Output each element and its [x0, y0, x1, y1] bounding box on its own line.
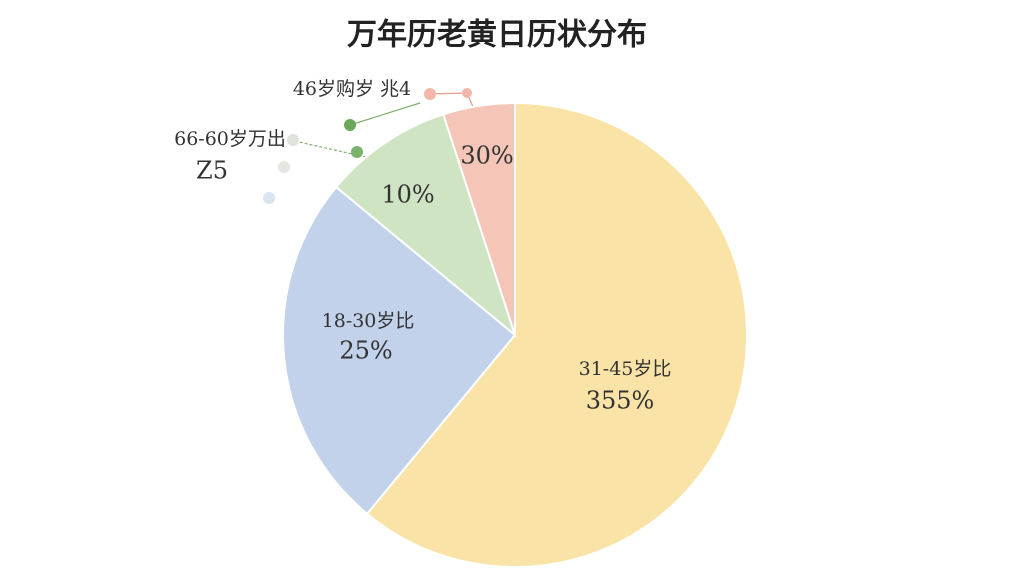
- annotation: 355%: [586, 387, 655, 415]
- dot: [263, 192, 275, 204]
- category-label: 31-45岁比: [579, 358, 672, 380]
- dot: [424, 88, 436, 100]
- leader-line: [429, 92, 468, 95]
- category-label: 46岁购岁 兆4: [293, 78, 411, 100]
- annotation: 25%: [339, 337, 392, 365]
- dot: [462, 88, 472, 98]
- annotation: Z5: [196, 157, 228, 185]
- annotation: 30%: [460, 142, 513, 170]
- dot: [351, 146, 363, 158]
- dot: [287, 134, 299, 146]
- pie-slice: [442, 101, 516, 336]
- chart-title: 万年历老黄日历状分布: [347, 18, 647, 53]
- pie-slice: [282, 185, 517, 516]
- category-label: 66-60岁万出: [174, 128, 286, 150]
- leader-line: [349, 102, 421, 126]
- annotation: 10%: [381, 181, 434, 209]
- category-label: 18-30岁比: [322, 310, 415, 332]
- dot: [344, 119, 356, 131]
- pie: [282, 101, 748, 568]
- pie-slice: [334, 113, 518, 338]
- pie-slice: [365, 101, 748, 568]
- dot: [278, 161, 290, 173]
- leader-line: [289, 139, 389, 163]
- labels: 31-45岁比 18-30岁比 66-60岁万出 46岁购岁 兆4 355% 25% 10%…: [174, 78, 671, 415]
